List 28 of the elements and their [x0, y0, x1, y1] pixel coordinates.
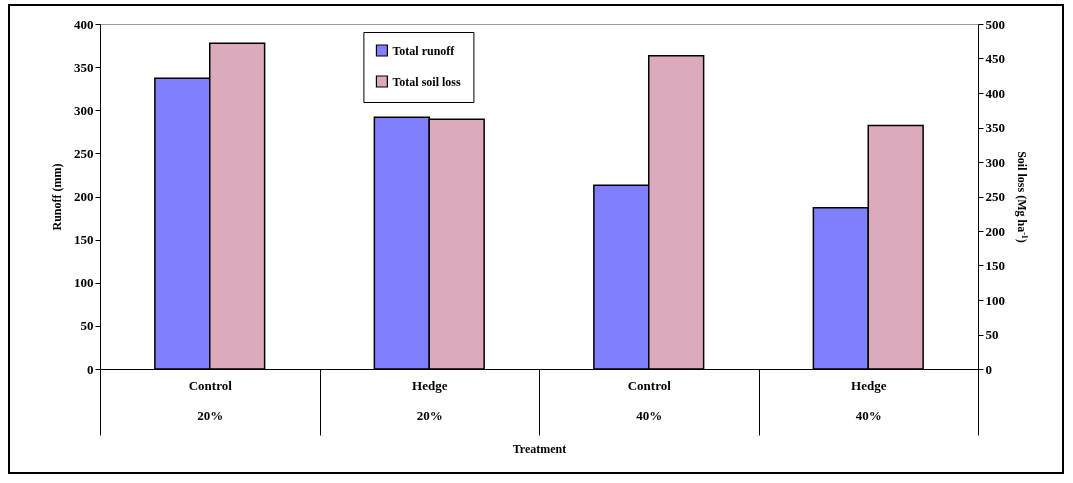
y-tick-label: 150 — [74, 232, 94, 248]
y-tick-label: 100 — [74, 275, 94, 291]
x-axis-title: Treatment — [512, 442, 567, 456]
y2-tick-label: 400 — [985, 85, 1005, 101]
y-axis-title: Runoff (mm) — [50, 163, 64, 231]
y-tick-label: 300 — [74, 102, 94, 118]
x-tick-label: Hedge 40% — [851, 377, 887, 423]
legend-label: Total soil loss — [392, 74, 461, 89]
legend-label: Total runoff — [392, 43, 456, 58]
y-tick-label: 50 — [80, 318, 94, 334]
y-tick-label: 250 — [74, 145, 94, 161]
x-tick-label: Control 40% — [627, 377, 672, 423]
y2-tick-label: 100 — [985, 292, 1005, 308]
y-tick-label: 350 — [74, 59, 94, 75]
x-tick-label: Hedge 20% — [412, 377, 448, 423]
y-tick-label: 0 — [87, 361, 94, 377]
y2-tick-label: 0 — [985, 361, 992, 377]
y-tick-label: 400 — [74, 16, 94, 32]
y2-tick-label: 450 — [985, 51, 1005, 66]
x-tick-label: Control 20% — [188, 377, 233, 423]
y2-tick-label: 350 — [985, 120, 1005, 135]
y2-tick-label: 150 — [985, 258, 1005, 273]
y2-tick-label: 500 — [985, 16, 1005, 32]
y2-tick-label: 50 — [985, 327, 999, 342]
y2-tick-label: 250 — [985, 189, 1005, 204]
y2-tick-label: 200 — [985, 223, 1005, 239]
y-tick-label: 200 — [74, 189, 94, 204]
y2-tick-label: 300 — [985, 154, 1005, 170]
